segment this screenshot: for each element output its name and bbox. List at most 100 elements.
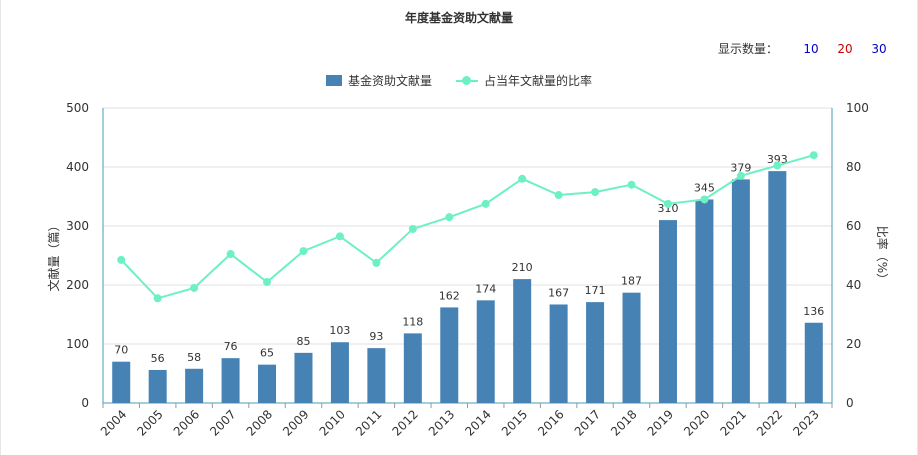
x-tick-label: 2014 — [462, 407, 493, 438]
bar — [622, 292, 641, 403]
bar-data-label: 379 — [730, 161, 751, 174]
display-count-selector: 显示数量： 10 20 30 — [718, 40, 896, 57]
bar-data-label: 70 — [114, 344, 128, 357]
y-left-tick-label: 500 — [66, 101, 89, 115]
ratio-point — [153, 294, 162, 303]
bar — [768, 171, 787, 403]
ratio-point — [627, 180, 636, 189]
y-right-tick-label: 0 — [846, 396, 854, 410]
ratio-point — [226, 250, 235, 259]
ratio-point — [773, 161, 782, 170]
bar — [185, 368, 204, 403]
bar — [804, 322, 823, 403]
display-count-label: 显示数量： — [717, 42, 778, 56]
x-tick-label: 2015 — [499, 407, 530, 438]
bar-data-label: 65 — [260, 347, 274, 360]
bar — [294, 352, 313, 403]
bar-data-label: 93 — [369, 330, 383, 343]
y-left-tick-label: 200 — [66, 278, 89, 292]
x-tick-label: 2013 — [426, 407, 457, 438]
x-tick-label: 2009 — [280, 407, 311, 438]
x-tick-label: 2008 — [244, 407, 275, 438]
legend-item-bar-series[interactable]: 基金资助文献量 — [325, 72, 432, 89]
y-right-axis-title: 比率（%） — [875, 226, 890, 285]
bar-data-label: 76 — [224, 340, 238, 353]
y-left-tick-label: 400 — [66, 160, 89, 174]
y-left-tick-label: 0 — [81, 396, 89, 410]
bar-data-label: 187 — [621, 275, 642, 288]
bar-data-label: 167 — [548, 286, 569, 299]
legend-bar-swatch — [325, 75, 342, 86]
ratio-point — [481, 199, 490, 208]
bar-data-label: 136 — [803, 305, 824, 318]
bar — [258, 364, 277, 403]
y-left-tick-label: 100 — [66, 337, 89, 351]
chart-legend: 基金资助文献量 占当年文献量的比率 — [0, 72, 918, 89]
x-tick-label: 2017 — [572, 407, 603, 438]
legend-line-swatch — [456, 75, 478, 86]
bar-data-label: 58 — [187, 351, 201, 364]
x-tick-label: 2007 — [207, 407, 238, 438]
bar — [476, 300, 495, 403]
ratio-point — [299, 247, 308, 256]
legend-bar-label: 基金资助文献量 — [347, 74, 432, 88]
bar — [549, 304, 568, 403]
bar — [695, 199, 714, 403]
bar-data-label: 310 — [657, 202, 678, 215]
bar-data-label: 85 — [296, 335, 310, 348]
ratio-point — [554, 191, 563, 200]
ratio-point — [809, 151, 818, 160]
bar-data-label: 174 — [475, 282, 496, 295]
bar-data-label: 171 — [585, 284, 606, 297]
x-tick-label: 2010 — [317, 407, 348, 438]
ratio-point — [190, 283, 199, 292]
bar-data-label: 393 — [767, 153, 788, 166]
bar — [658, 220, 677, 403]
bar — [367, 348, 386, 403]
bar-data-label: 103 — [329, 324, 350, 337]
ratio-point — [736, 171, 745, 180]
ratio-point — [518, 174, 527, 183]
bar-data-label: 345 — [694, 181, 715, 194]
y-left-tick-label: 300 — [66, 219, 89, 233]
bar — [330, 342, 349, 403]
ratio-point — [408, 224, 417, 233]
y-right-tick-label: 80 — [846, 160, 861, 174]
x-tick-label: 2011 — [353, 407, 384, 438]
bar — [731, 179, 750, 403]
ratio-point — [335, 232, 344, 241]
y-right-tick-label: 60 — [846, 219, 861, 233]
y-left-axis-title: 文献量（篇） — [46, 219, 61, 291]
x-tick-label: 2021 — [717, 407, 748, 438]
bar — [513, 279, 532, 403]
display-count-option-30[interactable]: 30 — [871, 41, 887, 56]
x-tick-label: 2006 — [171, 407, 202, 438]
ratio-point — [700, 195, 709, 204]
display-count-option-10[interactable]: 10 — [803, 41, 819, 56]
y-right-tick-label: 20 — [846, 337, 861, 351]
y-right-tick-label: 40 — [846, 278, 861, 292]
legend-line-label: 占当年文献量的比率 — [484, 74, 593, 88]
ratio-point — [117, 255, 126, 264]
ratio-point — [445, 213, 454, 222]
x-tick-label: 2020 — [681, 407, 712, 438]
bar — [440, 307, 459, 403]
x-tick-label: 2016 — [535, 407, 566, 438]
y-right-tick-label: 100 — [846, 101, 869, 115]
bar — [148, 369, 167, 403]
ratio-point — [263, 278, 272, 287]
ratio-point — [591, 188, 600, 197]
ratio-point — [663, 199, 672, 208]
display-count-option-20[interactable]: 20 — [837, 41, 853, 56]
x-tick-label: 2012 — [389, 407, 420, 438]
bar-data-label: 118 — [402, 315, 423, 328]
bar-data-label: 56 — [151, 352, 165, 365]
bar-data-label: 210 — [512, 261, 533, 274]
bar — [112, 361, 131, 403]
bar — [586, 302, 605, 403]
bar — [221, 358, 240, 403]
legend-item-line-series[interactable]: 占当年文献量的比率 — [456, 72, 592, 89]
x-tick-label: 2004 — [98, 407, 129, 438]
x-tick-label: 2005 — [134, 407, 165, 438]
